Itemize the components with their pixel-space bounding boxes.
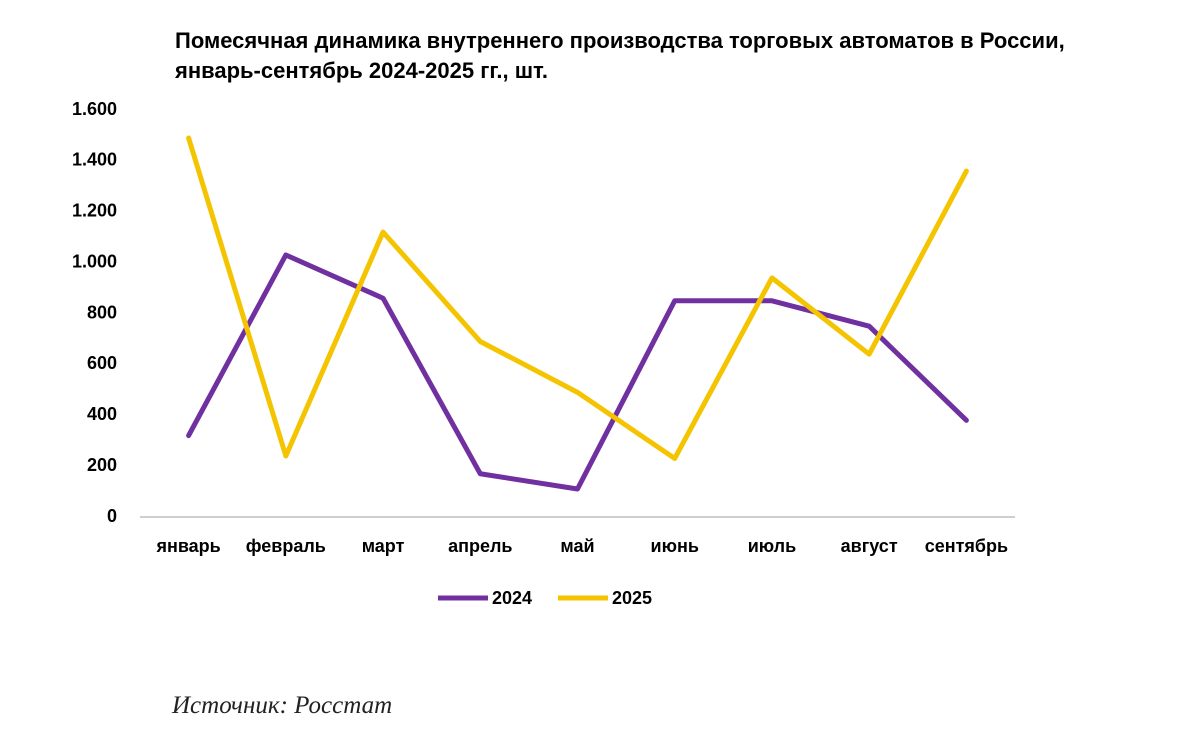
y-tick-label: 400 <box>87 404 117 424</box>
x-tick-label: январь <box>155 536 220 556</box>
y-tick-label: 1.600 <box>72 99 117 119</box>
x-tick-label: сентябрь <box>925 536 1008 556</box>
x-tick-label: апрель <box>448 536 512 556</box>
y-tick-label: 600 <box>87 353 117 373</box>
x-tick-label: февраль <box>246 536 326 556</box>
series-line <box>186 135 969 461</box>
y-tick-label: 200 <box>87 455 117 475</box>
y-tick-label: 800 <box>87 302 117 322</box>
chart-title: Помесячная динамика внутреннего производ… <box>175 28 1065 83</box>
x-tick-label: июнь <box>651 536 699 556</box>
y-tick-label: 1.000 <box>72 251 117 271</box>
x-tick-label: июль <box>748 536 797 556</box>
x-tick-label: август <box>841 536 898 556</box>
y-tick-label: 1.200 <box>72 201 117 221</box>
y-tick-label: 1.400 <box>72 150 117 170</box>
x-tick-label: март <box>362 536 405 556</box>
series-line <box>186 252 969 492</box>
legend-label: 2024 <box>492 588 532 608</box>
y-tick-label: 0 <box>107 506 117 526</box>
legend-label: 2025 <box>612 588 652 608</box>
x-tick-label: май <box>560 536 594 556</box>
source: Источник: Росстат <box>172 692 393 719</box>
